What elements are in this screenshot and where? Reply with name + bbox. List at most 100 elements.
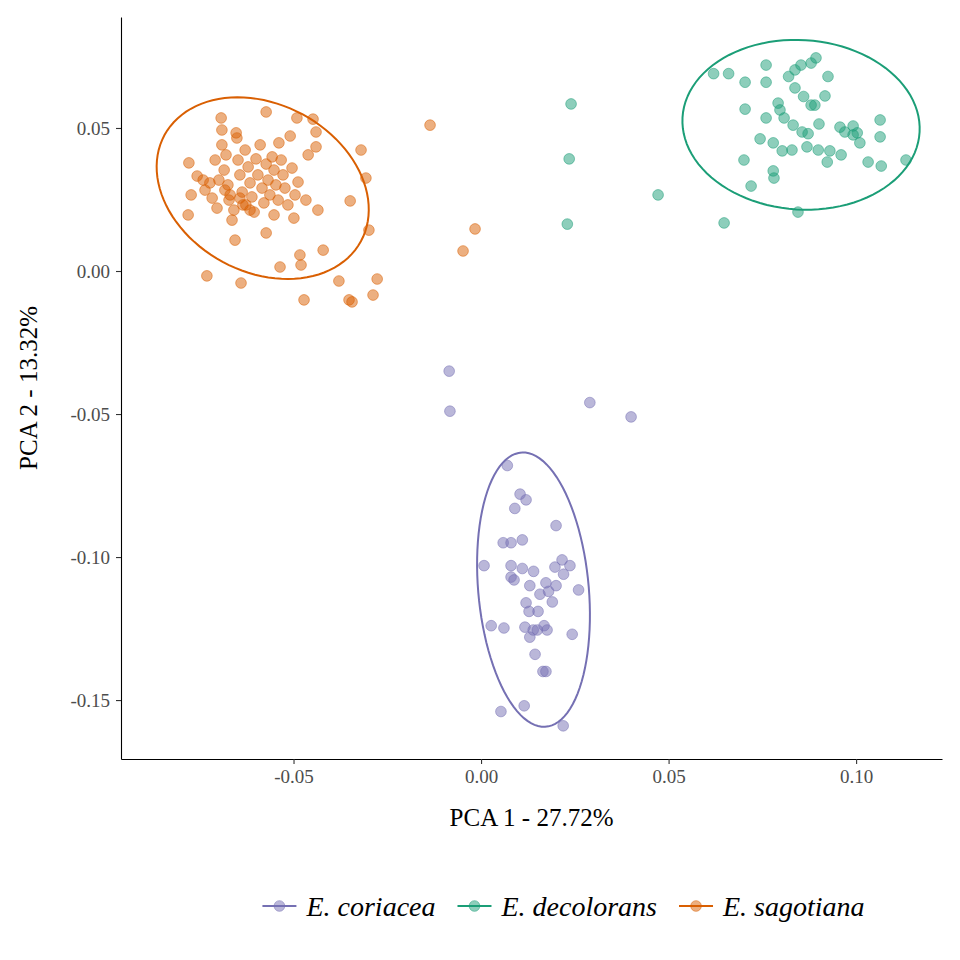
legend-item: E. coriacea (262, 891, 435, 922)
point (290, 190, 301, 201)
point (356, 145, 367, 156)
tick: -0.15 (70, 690, 121, 711)
tick-mark (481, 759, 482, 764)
legend-label: E. sagotiana (722, 891, 865, 922)
point (802, 142, 813, 153)
point (777, 146, 788, 157)
point (253, 170, 264, 181)
y-axis-title: PCA 2 - 13.32% (15, 306, 42, 470)
point (848, 129, 859, 140)
tick-label: 0.10 (840, 766, 873, 787)
point (542, 625, 553, 636)
point (212, 203, 223, 214)
tick: 0.00 (77, 261, 121, 282)
point (216, 113, 227, 124)
series (444, 366, 637, 731)
chart: -0.050.000.050.10-0.15-0.10-0.050.000.05… (0, 0, 960, 960)
point (243, 162, 254, 173)
legend-label: E. coriacea (305, 891, 435, 922)
tick-mark (116, 271, 121, 272)
tick: 0.00 (465, 759, 498, 787)
point (509, 575, 520, 586)
point (723, 68, 734, 79)
point (311, 142, 322, 153)
point (584, 397, 595, 408)
point (517, 563, 528, 574)
point (445, 406, 456, 417)
point (318, 245, 329, 256)
point (347, 297, 358, 308)
tick: -0.05 (70, 404, 121, 425)
point (535, 589, 546, 600)
point (541, 666, 552, 677)
point (368, 290, 379, 301)
point (769, 173, 780, 184)
point (558, 569, 569, 580)
point (183, 210, 194, 221)
point (708, 68, 719, 79)
point (210, 155, 221, 166)
point (372, 274, 383, 285)
confidence-ellipse (157, 97, 369, 279)
point (863, 157, 874, 168)
tick-mark (116, 414, 121, 415)
point (524, 632, 535, 643)
point (273, 195, 284, 206)
point (229, 205, 240, 216)
tick-label: 0.05 (652, 766, 685, 787)
axis-line (121, 18, 122, 760)
series (562, 53, 911, 230)
point (810, 100, 821, 111)
point (796, 60, 807, 71)
plot-area (157, 40, 920, 731)
tick-mark (116, 700, 121, 701)
point (245, 205, 256, 216)
tick: -0.10 (70, 547, 121, 568)
point (283, 200, 294, 211)
point (788, 120, 799, 131)
confidence-ellipse (682, 40, 919, 210)
point (820, 91, 831, 102)
point (470, 224, 481, 235)
point (533, 606, 544, 617)
point (217, 125, 228, 136)
point (479, 560, 490, 571)
point (293, 177, 304, 188)
point (274, 138, 285, 149)
tick-label: -0.10 (70, 547, 110, 568)
x-axis-title: PCA 1 - 27.72% (450, 804, 614, 831)
point (496, 706, 507, 717)
point (313, 205, 324, 216)
tick-label: 0.00 (77, 261, 110, 282)
point (653, 190, 664, 201)
point (458, 246, 469, 257)
point (278, 170, 289, 181)
point (303, 150, 314, 161)
point (214, 175, 225, 186)
point (261, 107, 272, 118)
point (876, 161, 887, 172)
tick-mark (116, 557, 121, 558)
point (444, 366, 455, 377)
tick-mark (116, 128, 121, 129)
tick-label: -0.15 (70, 690, 110, 711)
point (227, 215, 238, 226)
point (875, 115, 886, 126)
point (345, 196, 356, 207)
point (245, 178, 256, 189)
tick-mark (293, 759, 294, 764)
point (221, 150, 232, 161)
point (186, 190, 197, 201)
y-axis: -0.15-0.10-0.050.000.05 (70, 18, 121, 760)
point (761, 60, 772, 71)
tick-mark (669, 759, 670, 764)
point (761, 77, 772, 88)
point (235, 170, 246, 181)
point (573, 585, 584, 596)
point (289, 213, 300, 224)
point (236, 278, 247, 289)
point (787, 145, 798, 156)
point (813, 145, 824, 156)
point (761, 113, 772, 124)
point (746, 181, 757, 192)
